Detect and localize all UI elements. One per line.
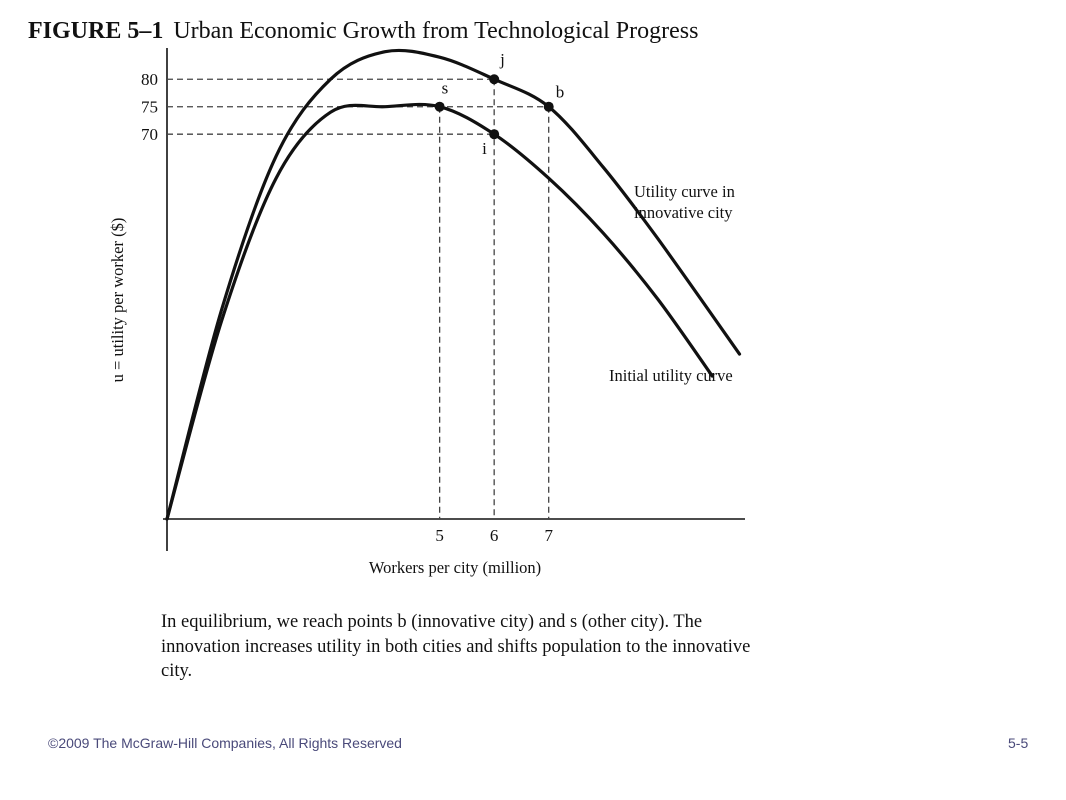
point-j <box>489 74 500 85</box>
innovative-curve-label-line: innovative city <box>634 203 733 222</box>
y-tick-75: 75 <box>141 98 158 117</box>
figure-title: Urban Economic Growth from Technological… <box>173 18 699 44</box>
copyright-footer: ©2009 The McGraw-Hill Companies, All Rig… <box>48 735 402 751</box>
initial-utility-curve <box>165 102 714 521</box>
innovative-curve-label-line: Utility curve in <box>634 182 735 201</box>
point-s <box>434 101 445 112</box>
page-number: 5-5 <box>1008 735 1029 751</box>
chart-points <box>434 74 554 140</box>
utility-curves <box>165 48 742 521</box>
figure-title-block: FIGURE 5–1 Urban Economic Growth from Tec… <box>28 18 698 45</box>
y-axis-label: u = utility per worker ($) <box>108 218 127 383</box>
y-tick-80: 80 <box>141 70 158 89</box>
point-label-i: i <box>482 139 487 158</box>
point-b <box>543 101 554 112</box>
initial-curve-label-line: Initial utility curve <box>609 366 733 385</box>
x-tick-6: 6 <box>490 526 499 545</box>
point-label-b: b <box>556 83 565 102</box>
initial-curve-label: Initial utility curve <box>609 366 733 385</box>
x-axis-label: Workers per city (million) <box>369 558 541 577</box>
innovative-utility-curve <box>165 48 742 521</box>
point-i <box>489 129 500 140</box>
y-tick-70: 70 <box>141 125 158 144</box>
point-label-s: s <box>442 79 449 98</box>
x-tick-7: 7 <box>544 526 553 545</box>
figure-caption: In equilibrium, we reach points b (innov… <box>161 612 751 681</box>
x-tick-5: 5 <box>435 526 444 545</box>
figure-label: FIGURE 5–1 <box>28 18 164 44</box>
chart-axes <box>163 48 745 551</box>
innovative-curve-label: Utility curve in innovative city <box>634 182 735 222</box>
point-label-j: j <box>499 50 505 69</box>
